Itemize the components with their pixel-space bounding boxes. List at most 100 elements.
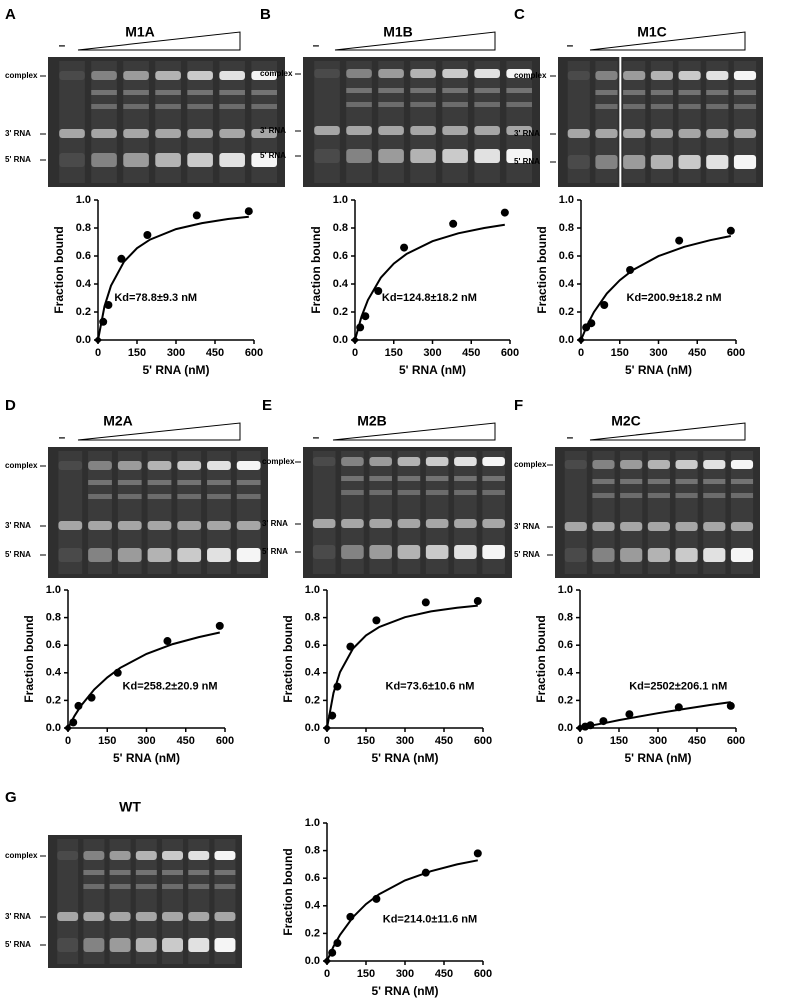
gel-band-label: complex: [5, 71, 38, 80]
gel-lane: [57, 839, 79, 964]
gel-band: [135, 851, 157, 860]
gel-band: [650, 104, 673, 109]
gel-band: [410, 69, 436, 78]
gel-lane: [733, 61, 757, 183]
gel-band: [88, 494, 112, 499]
kd-annotation: Kd=200.9±18.2 nM: [627, 292, 722, 304]
x-axis-label: 5' RNA (nM): [399, 363, 466, 377]
fit-curve: [580, 235, 731, 341]
gel-band: [620, 460, 643, 469]
gel-lane: [109, 839, 131, 964]
gel-band: [397, 519, 421, 528]
data-point: [323, 957, 331, 965]
data-point: [328, 948, 337, 957]
gel-band: [91, 90, 117, 95]
gel-band: [214, 938, 236, 952]
gel-band: [647, 522, 670, 531]
gel-band-label: complex: [262, 457, 295, 466]
gel-band: [623, 90, 646, 95]
gel-band: [346, 88, 372, 93]
gel-band: [397, 476, 421, 481]
gel-lane: [675, 451, 698, 574]
gel-band: [706, 104, 729, 109]
gel-band: [442, 149, 468, 163]
data-point: [163, 637, 172, 646]
data-point: [726, 226, 735, 235]
x-axis-label: 5' RNA (nM): [624, 751, 691, 765]
gel-band: [123, 71, 149, 80]
gel-band: [454, 457, 477, 466]
y-tick-label: 0.6: [76, 250, 91, 262]
gel-band: [482, 476, 505, 481]
data-point: [356, 323, 365, 332]
gel-lane: [410, 61, 436, 183]
panel-letter: A: [5, 6, 16, 23]
y-tick-label: 1.0: [305, 817, 320, 829]
gel-band-label: 3' RNA: [5, 912, 31, 921]
concentration-wedge: [589, 422, 746, 441]
data-point: [372, 616, 381, 625]
gel-band: [425, 490, 449, 495]
no-rna-lane-label: –: [567, 430, 574, 444]
data-point: [244, 207, 253, 216]
gel-band: [83, 938, 105, 952]
y-tick-label: 0.8: [305, 845, 320, 857]
gel-lane: [425, 451, 449, 574]
y-tick-label: 1.0: [46, 584, 61, 596]
gel-band: [620, 522, 643, 531]
data-point: [117, 254, 126, 263]
gel-title: M2A: [103, 413, 133, 429]
gel-lane: [706, 61, 729, 183]
y-tick-label: 0.2: [305, 927, 320, 939]
x-tick-label: 600: [216, 735, 234, 747]
gel-band: [219, 71, 245, 80]
gel-band: [647, 548, 670, 562]
y-tick-label: 0.0: [333, 334, 348, 346]
gel-band: [595, 104, 618, 109]
gel-band: [454, 545, 477, 559]
gel-band: [620, 479, 643, 484]
gel-band: [346, 149, 372, 163]
gel-band: [442, 126, 468, 135]
gel-band-label: 5' RNA: [260, 151, 286, 160]
gel-band: [88, 480, 112, 485]
y-axis-label: Fraction bound: [281, 615, 295, 702]
gel-lane: [207, 451, 231, 574]
gel-lane: [369, 451, 392, 574]
data-point: [400, 243, 409, 252]
gel-band: [378, 149, 404, 163]
gel-band: [442, 69, 468, 78]
fit-curve: [326, 859, 478, 962]
gel-band: [567, 129, 590, 138]
y-axis-label: Fraction bound: [22, 615, 36, 702]
y-tick-label: 0.4: [333, 278, 349, 290]
gel-band: [177, 480, 202, 485]
gel-band: [592, 493, 615, 498]
gel-band: [730, 479, 754, 484]
y-tick-label: 0.8: [558, 612, 573, 624]
gel-band: [675, 522, 698, 531]
gel-band: [369, 476, 392, 481]
y-tick-label: 0.2: [333, 306, 348, 318]
gel-band: [706, 71, 729, 80]
y-tick-label: 0.4: [559, 278, 575, 290]
gel-band: [59, 71, 85, 80]
gel-band: [592, 548, 615, 562]
kd-annotation: Kd=78.8±9.3 nM: [114, 292, 197, 304]
data-point: [587, 319, 596, 328]
data-point: [94, 336, 102, 344]
gel-band: [341, 457, 364, 466]
gel-band: [312, 457, 336, 466]
gel-band: [83, 912, 105, 921]
gel-band: [155, 153, 181, 167]
gel-band: [147, 521, 172, 530]
gel-lane: [117, 451, 142, 574]
gel-band: [474, 102, 500, 107]
kd-annotation: Kd=214.0±11.6 nM: [383, 914, 477, 926]
gel-band: [57, 912, 79, 921]
fit-curve: [354, 223, 505, 341]
y-tick-label: 1.0: [76, 194, 91, 206]
panel-letter: E: [262, 397, 272, 414]
y-tick-label: 0.4: [76, 278, 92, 290]
gel-band: [506, 102, 532, 107]
